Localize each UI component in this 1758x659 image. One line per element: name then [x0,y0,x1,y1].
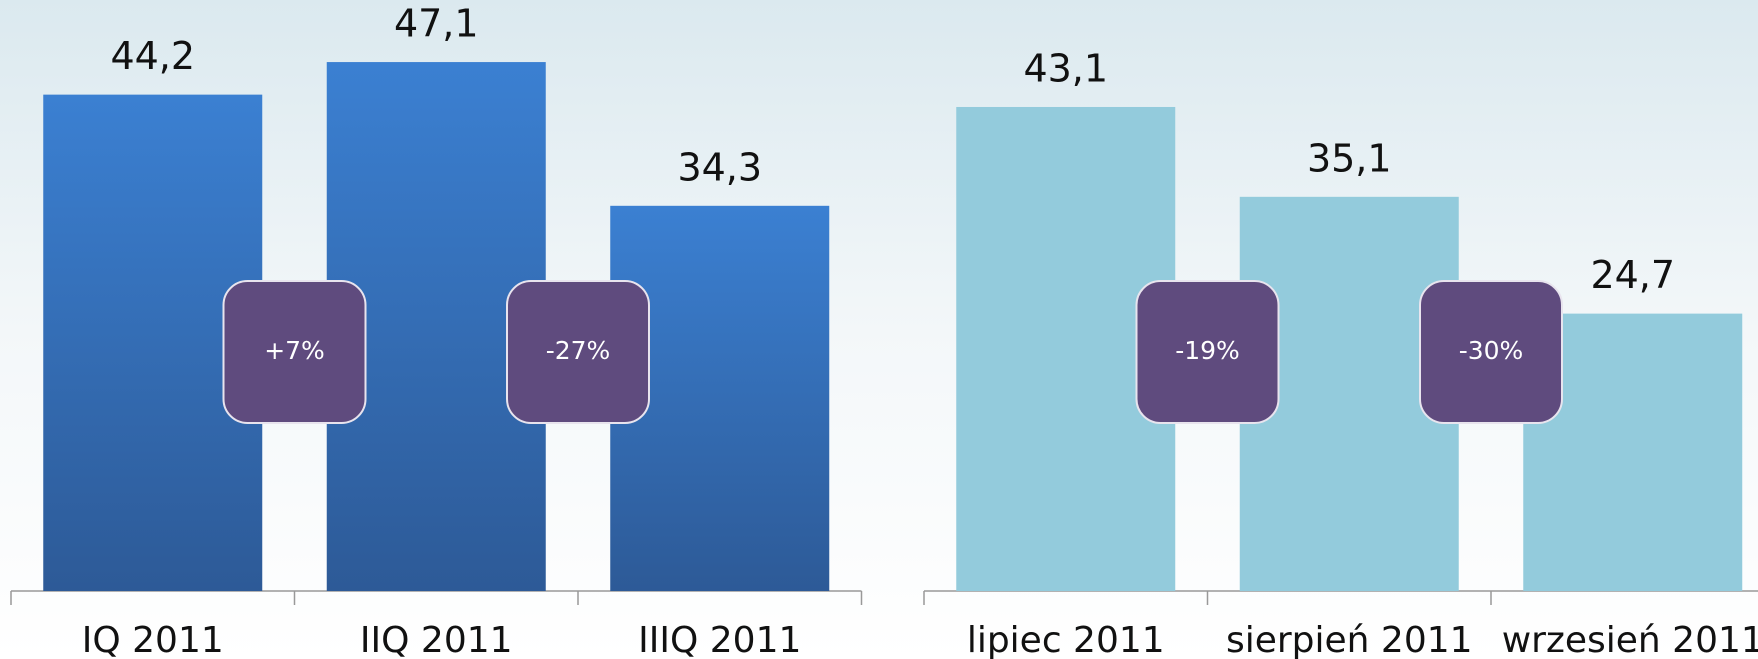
category-label: IQ 2011 [82,620,224,659]
change-label: +7% [264,336,325,365]
value-label: 35,1 [1307,136,1392,180]
value-label: 47,1 [394,2,479,46]
change-badge [1135,280,1280,424]
change-label: -19% [1175,336,1240,365]
change-label: -30% [1459,336,1524,365]
change-badge [222,280,367,424]
category-label: sierpień 2011 [1226,620,1473,659]
change-label: -27% [546,336,611,365]
value-label: 24,7 [1590,253,1675,297]
category-label: IIIQ 2011 [638,620,801,659]
value-label: 34,3 [677,145,762,189]
change-badge [1419,280,1563,424]
change-badge [506,280,650,424]
value-label: 43,1 [1023,46,1108,90]
category-label: lipiec 2011 [967,620,1165,659]
value-label: 44,2 [110,34,195,78]
category-label: wrzesień 2011 [1502,620,1758,659]
category-label: IIQ 2011 [360,620,513,659]
